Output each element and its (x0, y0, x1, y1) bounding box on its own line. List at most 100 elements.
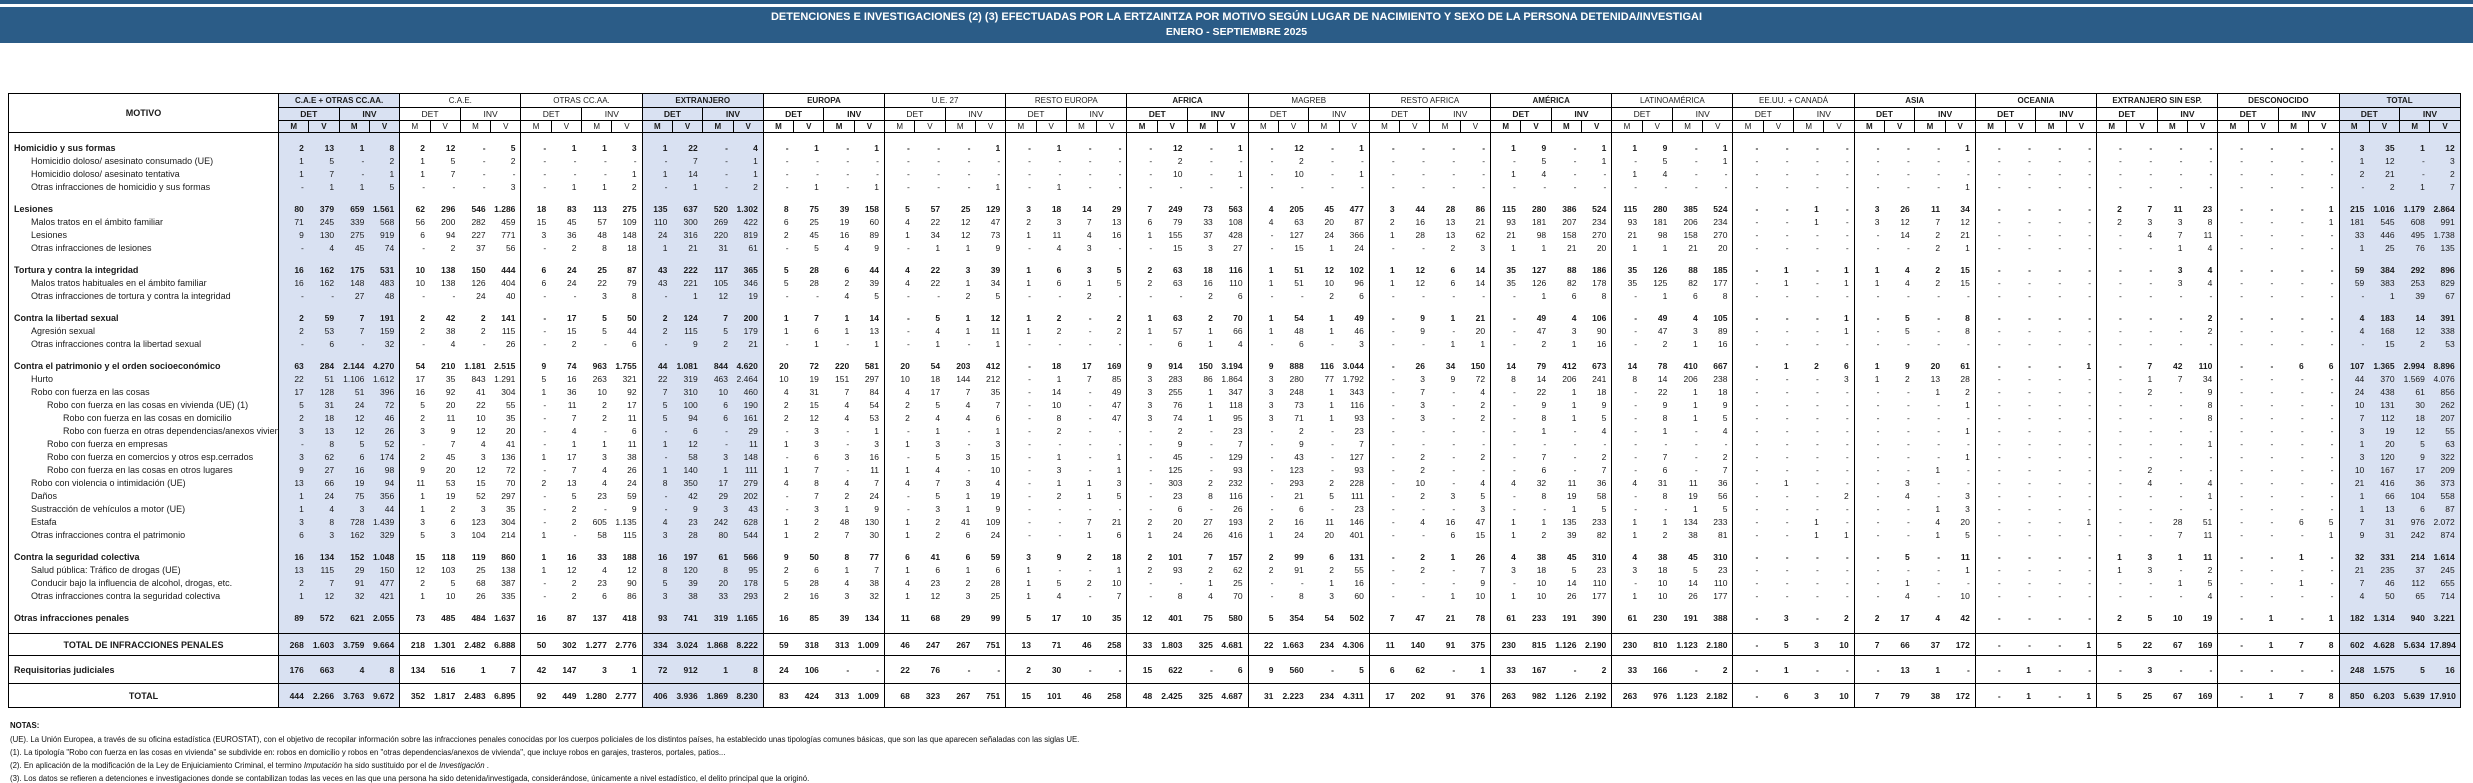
data-cell: 5 (1601, 504, 1607, 514)
spacer-cell (460, 542, 490, 551)
table-row: Lesiones 9 130 275 919 6 94 227 771 3 36 48 148 24 316… (8, 228, 2461, 242)
data-cell: 6 (2298, 361, 2304, 371)
data-cell: 33 (1126, 633, 1158, 656)
data-cell: 249 (1168, 204, 1183, 214)
data-cell: 444 (501, 265, 516, 275)
data-cell: 2 (2207, 565, 2213, 575)
data-cell: 1.081 (672, 359, 703, 373)
spacer-cell (1945, 194, 1975, 203)
data-cell: 1 (1460, 655, 1491, 684)
data-cell: 37 (1203, 230, 1213, 240)
data-cell: 5 (1905, 326, 1910, 336)
data-cell: 11 (567, 400, 577, 410)
data-cell: 68 (884, 683, 915, 708)
data-cell: 940 (2399, 611, 2430, 625)
data-cell: - (1247, 489, 1279, 503)
data-cell: 1 (965, 504, 971, 514)
data-cell: 7 (1359, 439, 1364, 449)
spacer-cell (520, 350, 552, 360)
spacer-cell (2429, 302, 2461, 312)
data-cell: 5 (1247, 611, 1279, 625)
data-cell: 6 (935, 565, 941, 575)
data-cell: 24 (869, 491, 880, 501)
data-cell: 1 (1843, 265, 1849, 275)
data-cell: 2 (277, 576, 309, 590)
data-cell: 14 (1475, 265, 1486, 275)
data-cell: - (2330, 143, 2334, 153)
data-cell: 365 (733, 263, 764, 277)
spacer-cell (1460, 625, 1490, 634)
data-cell: - (2028, 156, 2031, 166)
data-cell: - (1247, 437, 1279, 451)
data-cell: 1 (1722, 143, 1728, 153)
table-row: Homicidio y sus formas 2 13 1 8 2 12-5-1 1 3 1 22-… (8, 141, 2461, 155)
spacer-cell (369, 132, 400, 142)
data-cell: 27 (1203, 517, 1213, 527)
data-cell: 1 (1208, 326, 1213, 336)
data-cell: - (1452, 182, 1456, 192)
data-cell: 28 (990, 578, 1001, 588)
data-cell: - (2330, 413, 2334, 423)
spacer-cell (945, 351, 975, 360)
data-cell: 176 (277, 655, 309, 684)
table-container: MOTIVO C.A.E + OTRAS CC.AA. C.A.E. OTRAS CC… (8, 93, 2473, 708)
data-cell: 1 (814, 143, 819, 153)
data-cell: - (1732, 215, 1764, 229)
data-cell: 119 (471, 552, 486, 562)
data-cell: 181 (2338, 215, 2370, 229)
data-cell: - (2217, 489, 2249, 503)
data-cell: - (1126, 180, 1158, 194)
data-cell: 37 (476, 243, 486, 253)
data-cell: 343 (1349, 387, 1364, 397)
data-cell: 5.634 (2399, 633, 2430, 656)
spacer-cell (1460, 351, 1490, 360)
spacer-cell (1551, 542, 1581, 551)
data-cell: - (1974, 359, 2006, 373)
data-cell: - (1005, 515, 1036, 529)
spacer-cell (277, 132, 309, 142)
data-cell: 4 (1905, 265, 1910, 275)
data-cell: 1 (641, 241, 673, 255)
spacer-cell (1368, 254, 1400, 264)
data-cell: 3 (277, 515, 309, 529)
data-cell: 36 (2399, 476, 2430, 490)
data-cell: - (2300, 230, 2304, 240)
data-cell: - (997, 169, 1001, 179)
spacer-cell (1339, 351, 1369, 360)
data-cell: 370 (2369, 372, 2400, 386)
spacer-cell (1309, 303, 1339, 312)
spacer-cell (369, 302, 400, 312)
spacer-cell (1066, 603, 1096, 612)
data-cell: 14 (1657, 374, 1668, 384)
data-cell: 6 (1329, 552, 1335, 562)
data-cell: 331 (2369, 550, 2400, 564)
data-cell: - (1906, 291, 1910, 301)
data-cell: 2 (1480, 413, 1486, 423)
data-cell: - (2058, 182, 2062, 192)
spacer-cell (2278, 542, 2308, 551)
data-cell: 44 (1415, 204, 1425, 214)
data-cell: 2.072 (2429, 515, 2461, 529)
data-cell: 310 (1713, 552, 1728, 562)
data-cell: 150 (1470, 361, 1486, 371)
data-cell: - (1845, 452, 1849, 462)
spacer-cell (1188, 303, 1218, 312)
data-cell: 1.603 (308, 633, 340, 656)
data-cell: - (1331, 156, 1335, 166)
data-cell: - (2088, 278, 2092, 288)
data-cell: 6 (1298, 504, 1304, 514)
data-cell: 1 (1965, 426, 1970, 436)
data-cell: 24 (641, 228, 673, 242)
data-cell: 1 (277, 167, 309, 181)
data-cell: 2.864 (2429, 202, 2461, 216)
data-cell: - (2209, 182, 2213, 192)
data-cell: 117 (702, 263, 734, 277)
spacer-cell (2429, 132, 2461, 142)
data-cell: 68 (476, 578, 486, 588)
data-cell: 62 (1233, 565, 1243, 575)
motivo-label: Conducir bajo la influencia de alcohol, … (8, 576, 279, 590)
spacer-cell (824, 303, 854, 312)
group-header-17: DESCONOCIDO (2217, 93, 2340, 108)
data-cell: 30 (1036, 655, 1067, 684)
data-cell: - (1785, 291, 1789, 301)
